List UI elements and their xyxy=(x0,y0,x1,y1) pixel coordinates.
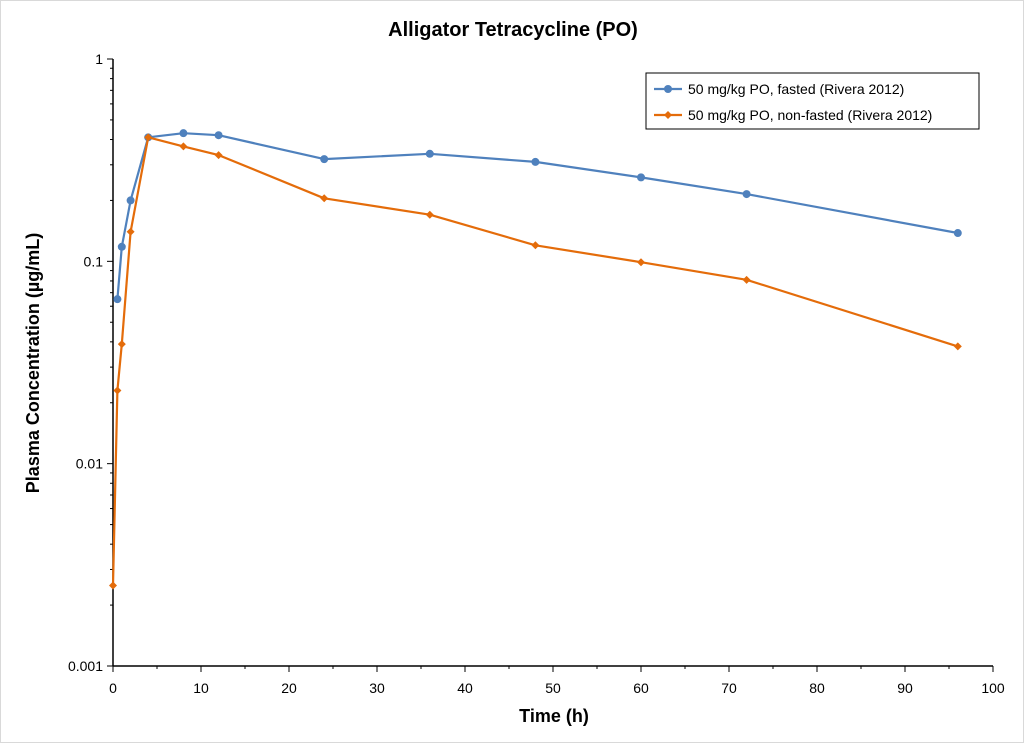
data-point xyxy=(179,129,188,138)
series-line xyxy=(116,132,958,300)
legend-box xyxy=(645,72,980,130)
x-tick-label: 50 xyxy=(545,680,561,696)
chart-title: Alligator Tetracycline (PO) xyxy=(388,19,638,41)
y-axis-title: Plasma Concentration (µg/mL) xyxy=(23,233,43,493)
series-1 xyxy=(113,129,962,304)
data-point xyxy=(953,229,962,238)
data-point xyxy=(742,275,751,284)
data-point xyxy=(144,133,153,142)
data-point xyxy=(637,258,645,267)
data-point xyxy=(320,194,329,203)
data-point xyxy=(953,342,962,351)
x-tick-label: 30 xyxy=(369,680,385,696)
legend-label: 50 mg/kg PO, non-fasted (Rivera 2012) xyxy=(688,107,932,123)
data-point xyxy=(320,155,329,164)
legend-item: 50 mg/kg PO, fasted (Rivera 2012) xyxy=(654,81,904,97)
data-point xyxy=(531,157,540,166)
data-point xyxy=(214,131,223,140)
legend-label: 50 mg/kg PO, fasted (Rivera 2012) xyxy=(688,81,904,97)
x-tick-label: 70 xyxy=(721,680,737,696)
x-axis-title: Time (h) xyxy=(519,706,589,726)
data-point xyxy=(425,149,434,158)
data-point xyxy=(126,227,135,236)
legend-item: 50 mg/kg PO, non-fasted (Rivera 2012) xyxy=(654,107,932,123)
y-tick-label: 0.001 xyxy=(68,658,103,674)
data-point xyxy=(214,151,223,160)
legend: 50 mg/kg PO, fasted (Rivera 2012) 50 mg/k… xyxy=(645,72,980,130)
x-tick-label: 60 xyxy=(633,680,649,696)
x-tick-label: 90 xyxy=(897,680,913,696)
data-point xyxy=(117,340,126,349)
axes: 0 10 20 30 40 50 60 70 80 90 100 0.001 0.01 0.1 1 xyxy=(68,51,1005,696)
data-point xyxy=(637,173,645,182)
legend-marker xyxy=(664,85,672,93)
data-point xyxy=(117,242,126,251)
data-point xyxy=(531,241,540,250)
y-tick-label: 0.1 xyxy=(84,253,104,269)
y-tick-label: 1 xyxy=(95,51,103,67)
series-layer xyxy=(109,129,962,590)
data-point xyxy=(109,581,117,590)
y-tick-label: 0.01 xyxy=(76,456,103,472)
data-point xyxy=(113,386,122,395)
data-point xyxy=(126,196,135,205)
x-tick-label: 20 xyxy=(281,680,297,696)
data-point xyxy=(425,210,434,219)
x-tick-label: 0 xyxy=(109,680,117,696)
x-tick-label: 100 xyxy=(981,680,1005,696)
x-tick-label: 10 xyxy=(193,680,209,696)
series-line xyxy=(111,136,959,586)
data-point xyxy=(742,190,751,199)
x-tick-label: 80 xyxy=(809,680,825,696)
x-tick-label: 40 xyxy=(457,680,473,696)
data-point xyxy=(113,295,122,304)
legend-marker xyxy=(664,111,672,119)
data-point xyxy=(179,142,188,151)
series-2 xyxy=(109,133,962,590)
